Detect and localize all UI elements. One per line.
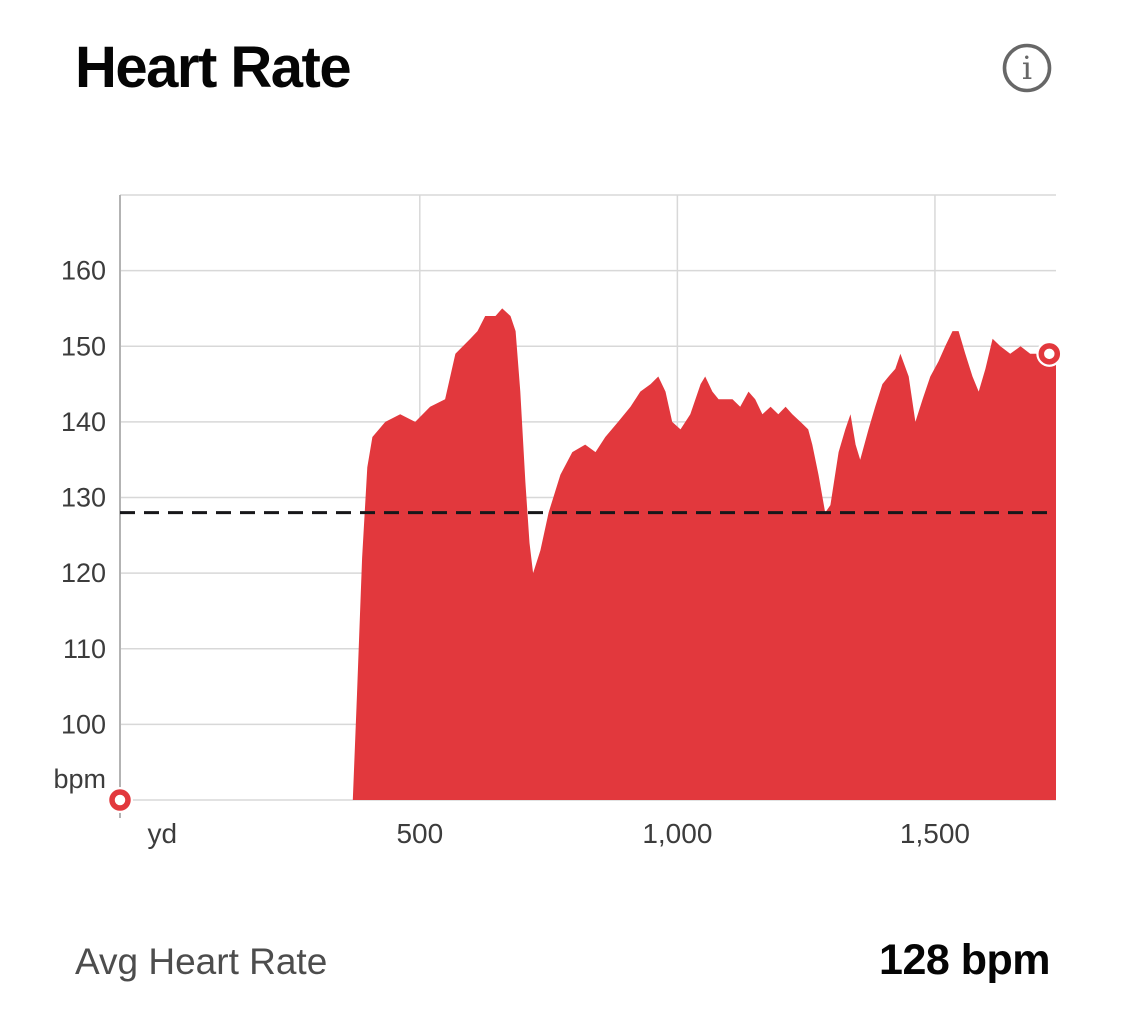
x-tick-label: 1,000 — [642, 818, 712, 849]
y-tick-label: 150 — [61, 331, 106, 361]
y-tick-label: 120 — [61, 558, 106, 588]
end-marker-icon — [1038, 343, 1061, 365]
chart-container: 100 110 120 130 140 150 160 yd 500 1,000 1,500 bpm — [0, 190, 1125, 860]
start-marker-icon — [109, 789, 131, 811]
y-tick-label: 110 — [63, 634, 106, 664]
heart-rate-chart: 100 110 120 130 140 150 160 yd 500 1,000 1,500 bpm — [53, 194, 1063, 849]
y-tick-label: 130 — [61, 483, 106, 513]
info-button[interactable]: i — [1001, 42, 1053, 94]
summary-row: Avg Heart Rate 128 bpm — [75, 936, 1050, 985]
info-icon: i — [1002, 43, 1052, 93]
avg-heart-rate-label: Avg Heart Rate — [75, 941, 328, 982]
page-title: Heart Rate — [75, 35, 352, 100]
y-unit-label: bpm — [53, 764, 106, 794]
header: Heart Rate i — [75, 36, 1053, 100]
y-tick-label: 160 — [61, 256, 106, 286]
x-tick-label: yd — [147, 818, 177, 849]
svg-text:i: i — [1022, 49, 1032, 87]
x-tick-label: 1,500 — [900, 818, 970, 849]
x-tick-label: 500 — [396, 818, 443, 849]
avg-heart-rate-value: 128 bpm — [879, 936, 1050, 984]
y-tick-label: 100 — [61, 709, 106, 739]
y-tick-label: 140 — [61, 407, 106, 437]
heart-rate-area-series — [352, 308, 1056, 800]
